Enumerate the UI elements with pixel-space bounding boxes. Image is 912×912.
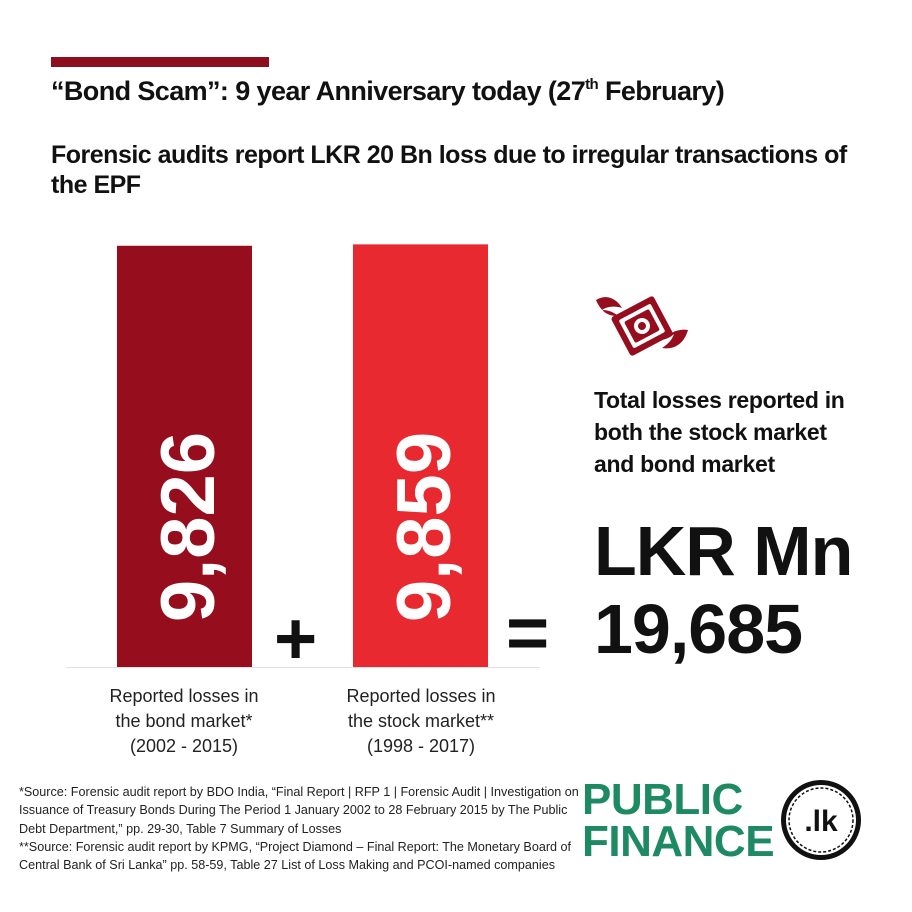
total-unit: LKR Mn — [594, 512, 853, 590]
bond-label-period: (2002 - 2015) — [129, 736, 239, 756]
bar-value-label: 9,826 — [146, 432, 231, 622]
logo-line-finance: FINANCE — [582, 817, 775, 866]
stock-label-period: (1998 - 2017) — [366, 736, 476, 756]
stock-label-line: Reported losses in — [346, 686, 496, 706]
stock-market-label: Reported losses in the stock market** (1… — [311, 684, 531, 759]
footnote-kpmg: **Source: Forensic audit report by KPMG,… — [19, 839, 572, 873]
headline-superscript: th — [585, 76, 599, 93]
headline: “Bond Scam”: 9 year Anniversary today (2… — [51, 76, 725, 107]
subheadline: Forensic audits report LKR 20 Bn loss du… — [51, 141, 847, 199]
bar-bond-market — [117, 245, 252, 667]
total-caption: Total losses reported in both the stock … — [594, 387, 845, 477]
bar-stock-market — [353, 244, 488, 668]
flying-money-icon — [596, 296, 688, 356]
lk-badge-icon: .lk — [781, 780, 861, 860]
bond-market-label: Reported losses in the bond market* (200… — [74, 684, 294, 759]
bar-value-label: 9,859 — [382, 432, 467, 622]
stock-label-line: the stock market** — [347, 711, 495, 731]
logo-line-public: PUBLIC — [582, 775, 743, 824]
headline-text: “Bond Scam”: 9 year Anniversary today (2… — [51, 76, 586, 106]
plus-sign: + — [274, 597, 318, 680]
accent-bar — [51, 57, 269, 67]
bond-label-line: the bond market* — [115, 711, 253, 731]
publicfinance-logo: PUBLIC FINANCE .lk — [582, 778, 882, 868]
total-value: 19,685 — [594, 590, 803, 668]
lk-badge-text: .lk — [804, 805, 838, 838]
headline-text-end: February) — [598, 76, 725, 106]
equals-sign: = — [506, 591, 550, 674]
footnote-bdo: *Source: Forensic audit report by BDO In… — [19, 785, 579, 836]
bond-label-line: Reported losses in — [109, 686, 259, 706]
footnotes: *Source: Forensic audit report by BDO In… — [19, 783, 579, 874]
